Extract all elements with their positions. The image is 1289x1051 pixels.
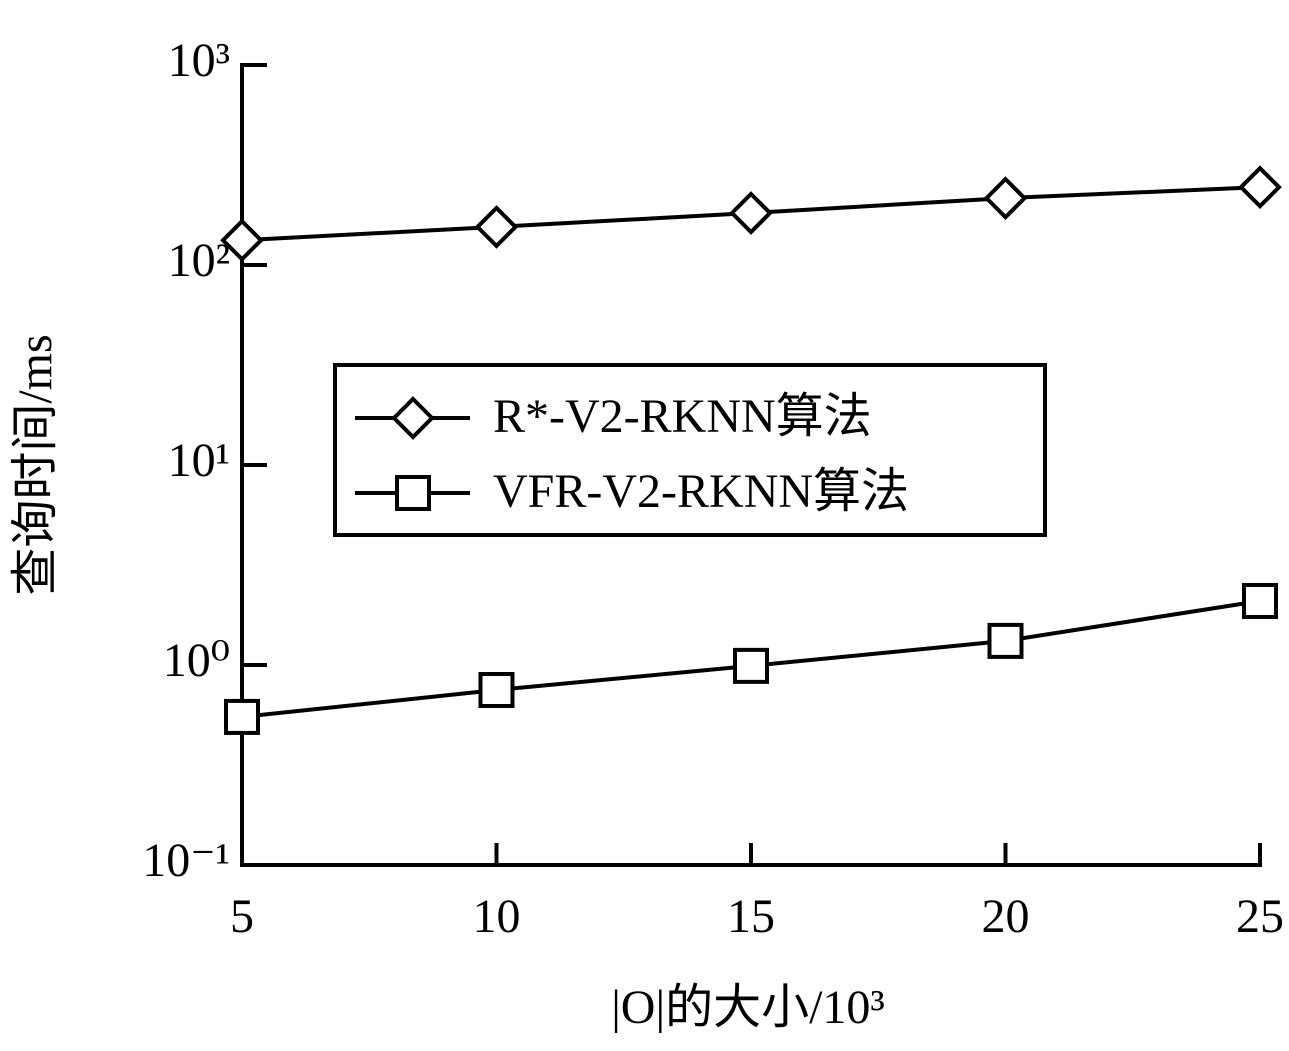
y-tick-label: 10³ (168, 34, 230, 87)
legend-label: R*-V2-RKNN算法 (493, 390, 872, 443)
marker (395, 475, 431, 511)
y-axis-label: 查询时间/ms (9, 334, 62, 595)
marker (733, 647, 769, 684)
marker (478, 671, 515, 708)
x-tick-label: 10 (473, 890, 521, 943)
y-tick-label: 10⁻¹ (142, 834, 230, 887)
x-axis-label: |O|的大小/10³ (611, 981, 885, 1034)
y-tick-label: 10⁰ (163, 634, 230, 687)
y-tick-label: 10² (168, 234, 230, 287)
marker (474, 205, 519, 249)
x-tick-label: 5 (230, 890, 254, 943)
marker (1238, 165, 1282, 209)
y-tick-label: 10¹ (168, 434, 230, 487)
legend-box (333, 363, 1047, 537)
marker (220, 218, 264, 263)
x-tick-label: 20 (982, 890, 1030, 943)
legend-label: VFR-V2-RKNN算法 (493, 465, 909, 518)
marker (391, 396, 435, 440)
x-tick-label: 15 (727, 890, 775, 943)
x-tick-label: 25 (1236, 890, 1284, 943)
marker (983, 176, 1028, 220)
marker (987, 622, 1024, 659)
marker (1242, 582, 1278, 619)
marker (224, 698, 260, 735)
marker (729, 191, 773, 235)
